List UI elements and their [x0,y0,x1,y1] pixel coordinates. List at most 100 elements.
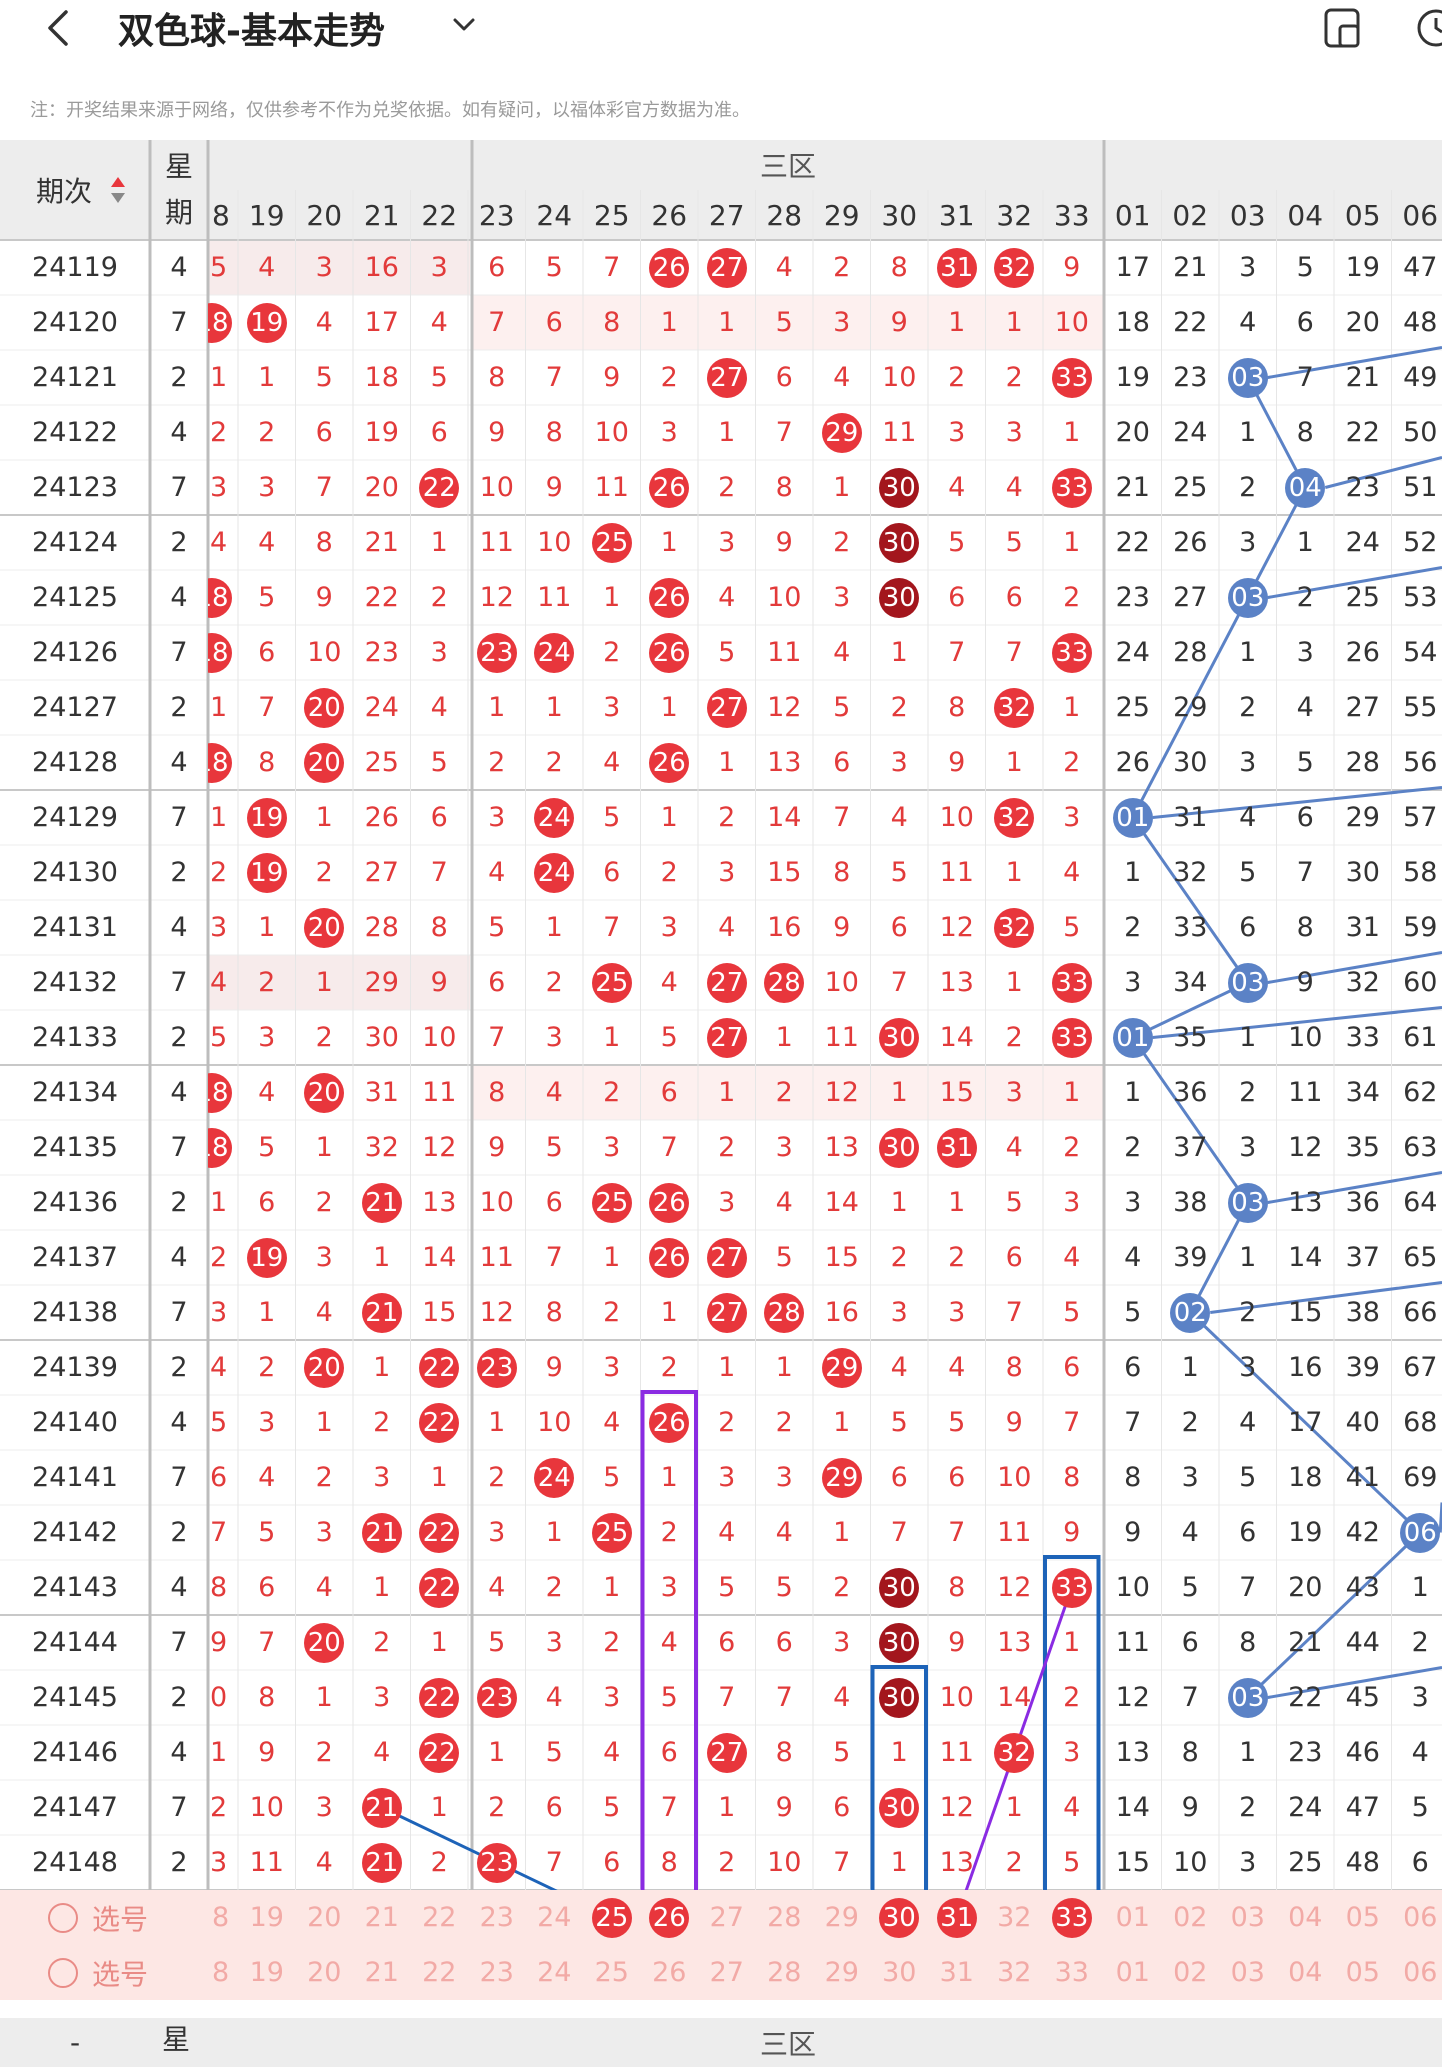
red-miss-cell: 15 [422,1297,457,1328]
red-miss-cell: 4 [210,527,228,558]
select-blue-cell[interactable]: 01 [1115,1902,1150,1933]
select-red-cell[interactable]: 27 [709,1957,744,1988]
red-miss-cell: 2 [488,747,506,778]
select-radio[interactable] [48,1958,78,1988]
select-red-cell[interactable]: 29 [824,1902,859,1933]
blue-col-header: 06 [1402,198,1439,232]
select-red-cell[interactable]: 8 [212,1902,230,1933]
history-icon[interactable] [1412,6,1442,50]
red-miss-cell: 9 [258,1737,276,1768]
selected-red-ball[interactable]: 26 [649,1897,690,1938]
red-miss-cell: 1 [833,1517,851,1548]
red-miss-cell: 3 [315,1792,333,1823]
red-ball-cell: 20 [296,680,354,735]
selected-red-ball[interactable]: 30 [879,1897,920,1938]
screen-rotate-icon[interactable] [1322,6,1366,50]
selected-red-ball[interactable]: 31 [936,1897,977,1938]
select-red-cell[interactable]: 20 [307,1957,342,1988]
select-red-cell[interactable]: 21 [364,1957,399,1988]
select-blue-cell[interactable]: 05 [1345,1902,1380,1933]
red-ball: 22 [419,1567,460,1608]
red-miss-cell: 6 [258,1572,276,1603]
select-red-cell[interactable]: 22 [422,1902,457,1933]
red-miss-cell: 2 [1005,1847,1023,1878]
blue-miss-cell: 3 [1239,527,1257,558]
blue-miss-cell: 40 [1345,1407,1380,1438]
select-red-cell[interactable]: 22 [422,1957,457,1988]
select-blue-cell[interactable]: 04 [1288,1957,1323,1988]
select-red-cell[interactable]: 21 [364,1902,399,1933]
select-red-cell[interactable]: 29 [824,1957,859,1988]
select-red-cell[interactable]: 23 [479,1902,514,1933]
select-red-cell[interactable]: 32 [997,1902,1032,1933]
red-ball-cell: 30 [871,460,929,515]
select-red-cell[interactable]: 19 [249,1957,284,1988]
select-red-cell[interactable]: 23 [479,1957,514,1988]
red-ball: 19 [246,302,287,343]
blue-miss-cell: 19 [1288,1517,1323,1548]
red-miss-cell: 5 [890,1407,908,1438]
select-red-cell[interactable]: 28 [767,1957,802,1988]
red-miss-cell: 2 [258,417,276,448]
red-miss-cell: 9 [1005,1407,1023,1438]
blue-miss-cell: 5 [1124,1297,1142,1328]
select-red-cell[interactable]: 24 [537,1957,572,1988]
select-red-cell[interactable]: 8 [212,1957,230,1988]
week-cell: 2 [170,1022,188,1053]
chevron-down-icon[interactable] [450,14,478,36]
select-blue-cell[interactable]: 05 [1345,1957,1380,1988]
blue-col-header: 03 [1229,198,1266,232]
blue-miss-cell: 33 [1345,1022,1380,1053]
select-red-cell[interactable]: 20 [307,1902,342,1933]
sort-icon[interactable] [110,175,126,205]
select-radio[interactable] [48,1903,78,1933]
blue-miss-cell: 46 [1345,1737,1380,1768]
red-miss-cell: 5 [545,1737,563,1768]
select-red-cell[interactable]: 26 [652,1957,687,1988]
select-blue-cell[interactable]: 04 [1288,1902,1323,1933]
red-miss-cell: 4 [660,1627,678,1658]
red-miss-cell: 2 [210,857,228,888]
red-miss-cell: 11 [939,1737,974,1768]
issue-cell: 24141 [32,1462,118,1493]
selected-red-ball[interactable]: 33 [1051,1897,1092,1938]
select-blue-cell[interactable]: 02 [1173,1957,1208,1988]
select-blue-cell[interactable]: 03 [1230,1957,1265,1988]
select-red-cell[interactable]: 30 [882,1957,917,1988]
select-blue-cell[interactable]: 06 [1403,1902,1438,1933]
red-ball: 27 [706,247,747,288]
blue-miss-cell: 44 [1345,1627,1380,1658]
red-miss-cell: 10 [422,1022,457,1053]
blue-miss-cell: 10 [1173,1847,1208,1878]
red-ball: 25 [591,522,632,563]
select-blue-cell[interactable]: 03 [1230,1902,1265,1933]
back-arrow-icon[interactable] [42,6,72,50]
select-blue-cell[interactable]: 06 [1403,1957,1438,1988]
select-red-cell[interactable]: 28 [767,1902,802,1933]
red-miss-cell: 7 [258,692,276,723]
select-red-cell[interactable]: 25 [594,1957,629,1988]
selected-red-ball[interactable]: 25 [591,1897,632,1938]
red-miss-cell: 3 [373,1462,391,1493]
select-red-cell[interactable]: 33 [1054,1957,1089,1988]
week-cell: 2 [170,1682,188,1713]
blue-miss-cell: 6 [1124,1352,1142,1383]
red-ball: 20 [304,907,345,948]
select-blue-cell[interactable]: 02 [1173,1902,1208,1933]
red-miss-cell: 12 [479,1297,514,1328]
red-miss-cell: 2 [718,802,736,833]
select-red-cell[interactable]: 24 [537,1902,572,1933]
red-ball-cell: 32 [986,900,1044,955]
select-red-cell[interactable]: 27 [709,1902,744,1933]
red-miss-cell: 7 [775,417,793,448]
red-miss-cell: 1 [775,1352,793,1383]
select-blue-cell[interactable]: 01 [1115,1957,1150,1988]
red-miss-cell: 6 [1063,1352,1081,1383]
red-miss-cell: 3 [488,802,506,833]
select-red-cell[interactable]: 32 [997,1957,1032,1988]
select-red-cell[interactable]: 19 [249,1902,284,1933]
red-miss-cell: 2 [545,967,563,998]
select-red-cell[interactable]: 31 [939,1957,974,1988]
red-miss-cell: 1 [1063,527,1081,558]
issue-cell: 24144 [32,1627,118,1658]
